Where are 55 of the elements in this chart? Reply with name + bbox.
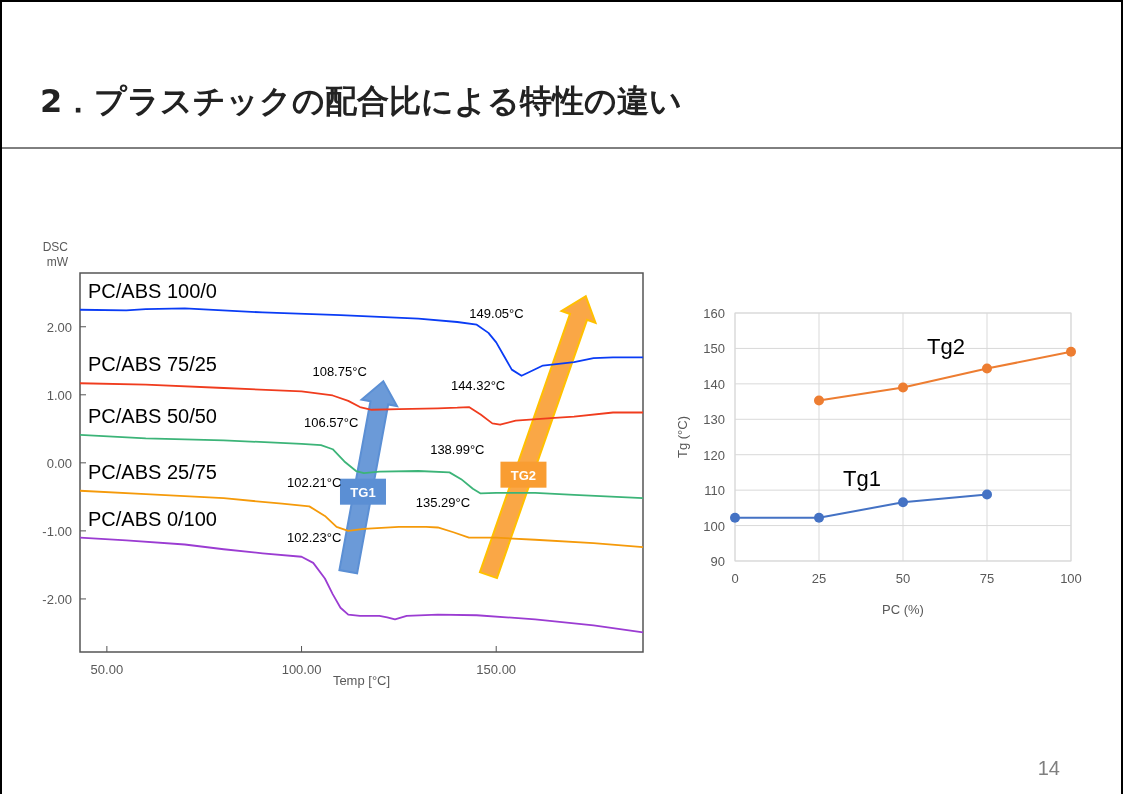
line-series	[79, 307, 644, 377]
point	[1066, 346, 1076, 357]
series-label: PC/ABS 75/25	[88, 353, 217, 376]
series-label: PC/ABS 100/0	[88, 279, 217, 302]
x-tick-label: 150.00	[476, 662, 517, 677]
y-tick-label: 1.00	[46, 387, 72, 403]
y-tick-label: 110	[704, 483, 725, 499]
series-label: Tg1	[843, 466, 881, 492]
point	[898, 382, 908, 393]
point	[982, 489, 992, 500]
annotation: 135.29°C	[415, 495, 471, 511]
x-axis-title: Temp [°C]	[332, 673, 391, 688]
annotation: 149.05°C	[469, 305, 524, 321]
annotation: 138.99°C	[430, 442, 485, 458]
y-tick-label: -1.00	[42, 523, 72, 539]
y-tick-label: 140	[703, 376, 725, 392]
y-tick-label: 2.00	[46, 319, 72, 335]
annotation: 108.75°C	[312, 364, 367, 380]
y-tick-label: -2.00	[42, 591, 72, 607]
y-tick-label: 130	[703, 412, 725, 428]
series-label: PC/ABS 0/100	[88, 507, 217, 530]
x-tick-label: 100.00	[281, 662, 322, 677]
line-series	[79, 489, 644, 549]
x-tick-label: 25	[811, 571, 827, 586]
y-tick-label: 150	[703, 341, 725, 357]
annotation: TG1	[350, 484, 376, 500]
point	[730, 512, 740, 523]
point	[814, 395, 824, 406]
y-tick-label: 90	[710, 554, 725, 569]
point	[814, 512, 824, 523]
x-tick-label: 0	[731, 571, 739, 586]
y-tick-label: 160	[703, 306, 725, 321]
y-axis-title: Tg (°C)	[675, 415, 690, 459]
annotation: 144.32°C	[450, 378, 506, 394]
x-tick-label: 50.00	[90, 662, 124, 677]
annotation: 106.57°C	[303, 415, 359, 431]
line-series	[79, 434, 644, 500]
y-tick-label: 0.00	[46, 455, 72, 471]
y-axis-title: DSC mW	[42, 240, 69, 269]
line-series	[79, 382, 644, 426]
x-tick-label: 75	[979, 571, 995, 586]
text: 14	[1037, 757, 1060, 779]
annotation: TG2	[510, 467, 537, 483]
point	[982, 363, 992, 374]
y-tick-label: 120	[703, 447, 725, 463]
series-label: Tg2	[927, 333, 965, 359]
point	[898, 497, 908, 508]
x-axis-title: PC (%)	[882, 602, 924, 617]
series-label: PC/ABS 25/75	[88, 460, 217, 483]
y-tick-label: 100	[703, 518, 725, 534]
chart-title: 2．プラスチックの配合比による特性の違い	[40, 82, 683, 120]
x-tick-label: 100	[1060, 571, 1082, 586]
series-label: PC/ABS 50/50	[88, 404, 217, 427]
x-tick-label: 50	[895, 571, 911, 586]
annotation: 102.23°C	[287, 529, 342, 545]
